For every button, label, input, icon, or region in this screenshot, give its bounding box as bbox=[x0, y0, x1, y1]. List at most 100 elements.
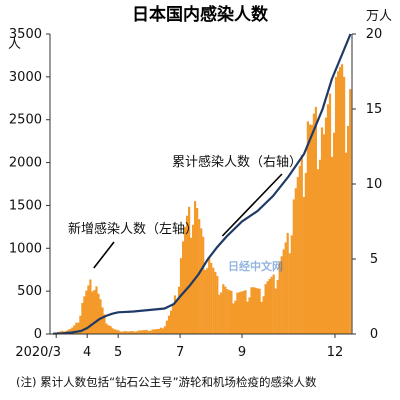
daily-bar bbox=[264, 284, 267, 334]
daily-bar bbox=[141, 330, 144, 334]
daily-bar bbox=[175, 300, 179, 334]
right-axis-unit: 万人 bbox=[366, 9, 392, 24]
daily-bar bbox=[250, 287, 253, 334]
daily-bar bbox=[333, 132, 336, 334]
daily-bar bbox=[155, 329, 158, 334]
daily-bar bbox=[258, 288, 261, 334]
right-tick-label: 5 bbox=[370, 252, 378, 267]
daily-bar bbox=[294, 188, 297, 334]
daily-bar bbox=[105, 323, 108, 334]
x-tick-label: 2020/3 bbox=[15, 345, 61, 360]
daily-bar bbox=[147, 331, 150, 334]
daily-bar bbox=[232, 303, 235, 334]
daily-bar bbox=[252, 287, 255, 334]
daily-bar bbox=[119, 331, 122, 334]
chart-title: 日本国内感染人数 bbox=[132, 4, 269, 25]
daily-bar bbox=[184, 226, 187, 334]
daily-bar bbox=[206, 268, 209, 334]
daily-bar bbox=[302, 197, 305, 334]
annotation-cumulative: 累计感染人数（右轴） bbox=[172, 154, 302, 170]
left-tick-label: 500 bbox=[17, 284, 42, 299]
left-axis-unit: 人 bbox=[8, 37, 21, 52]
daily-bar bbox=[97, 293, 100, 334]
daily-bar bbox=[296, 177, 299, 334]
daily-bar bbox=[220, 292, 223, 334]
daily-bar bbox=[196, 208, 199, 334]
daily-bar bbox=[306, 121, 309, 335]
left-tick-label: 2000 bbox=[9, 156, 42, 171]
daily-bar bbox=[262, 296, 265, 334]
daily-bar bbox=[163, 326, 166, 334]
daily-bar bbox=[83, 296, 86, 334]
daily-bar bbox=[157, 328, 160, 334]
daily-bar bbox=[81, 303, 84, 334]
left-tick-label: 0 bbox=[34, 327, 42, 342]
daily-bar bbox=[292, 199, 295, 334]
daily-bar bbox=[177, 286, 181, 334]
annotation-daily: 新增感染人数（左轴） bbox=[68, 221, 198, 237]
daily-bar bbox=[310, 124, 313, 335]
daily-bar bbox=[107, 325, 110, 334]
daily-bar bbox=[274, 288, 277, 334]
daily-bar bbox=[284, 242, 287, 334]
left-tick-label: 2500 bbox=[9, 113, 42, 128]
right-tick-label: 0 bbox=[370, 327, 378, 342]
daily-bar bbox=[268, 279, 271, 334]
daily-bar bbox=[131, 331, 134, 334]
cumulative-line-layer bbox=[53, 33, 352, 335]
daily-bar bbox=[224, 286, 227, 334]
left-tick-label: 1500 bbox=[9, 198, 42, 213]
daily-bar bbox=[89, 279, 92, 334]
daily-bar bbox=[69, 328, 72, 334]
daily-bar bbox=[212, 267, 215, 334]
daily-bar bbox=[111, 328, 114, 334]
daily-bar bbox=[282, 249, 285, 334]
daily-bar bbox=[226, 289, 229, 334]
daily-bar bbox=[194, 201, 197, 334]
daily-bar bbox=[300, 154, 303, 334]
x-tick-label: 9 bbox=[238, 345, 246, 360]
daily-bar bbox=[318, 159, 322, 334]
daily-bar bbox=[210, 262, 213, 334]
daily-bar bbox=[238, 292, 241, 334]
daily-bar bbox=[167, 315, 171, 334]
daily-bar bbox=[246, 301, 249, 334]
daily-bar bbox=[312, 113, 315, 334]
x-tick-label: 7 bbox=[176, 345, 184, 360]
daily-bar bbox=[171, 303, 175, 334]
daily-bar bbox=[248, 297, 251, 334]
daily-bars bbox=[53, 64, 352, 335]
daily-bar bbox=[320, 127, 324, 335]
right-tick-label: 10 bbox=[366, 177, 383, 192]
daily-bar bbox=[79, 315, 82, 334]
daily-bar bbox=[129, 331, 132, 334]
daily-bar bbox=[244, 290, 247, 334]
left-tick-label: 3000 bbox=[9, 70, 42, 85]
daily-bar bbox=[117, 330, 120, 334]
daily-bar bbox=[145, 329, 148, 334]
daily-bar bbox=[165, 320, 168, 334]
right-tick-label: 15 bbox=[366, 102, 383, 117]
daily-bar bbox=[266, 281, 269, 334]
x-tick-label: 4 bbox=[83, 345, 91, 360]
daily-bar bbox=[322, 134, 326, 334]
daily-bar bbox=[222, 284, 225, 334]
x-tick-label: 12 bbox=[327, 345, 344, 360]
daily-bar bbox=[290, 235, 293, 334]
daily-bar bbox=[133, 331, 136, 334]
daily-bar bbox=[216, 276, 219, 334]
daily-bar bbox=[161, 328, 164, 334]
daily-bar bbox=[200, 228, 203, 334]
left-tick-label: 1000 bbox=[9, 241, 42, 256]
annotations: 新增感染人数（左轴） 累计感染人数（右轴） bbox=[68, 154, 302, 269]
daily-bar bbox=[169, 310, 173, 334]
daily-bar bbox=[115, 329, 118, 334]
daily-bar bbox=[345, 152, 348, 334]
daily-bar bbox=[186, 215, 189, 334]
annotation-daily-leader bbox=[93, 241, 115, 269]
daily-bar bbox=[304, 172, 307, 334]
daily-bar bbox=[93, 290, 96, 334]
daily-bar bbox=[308, 124, 311, 335]
